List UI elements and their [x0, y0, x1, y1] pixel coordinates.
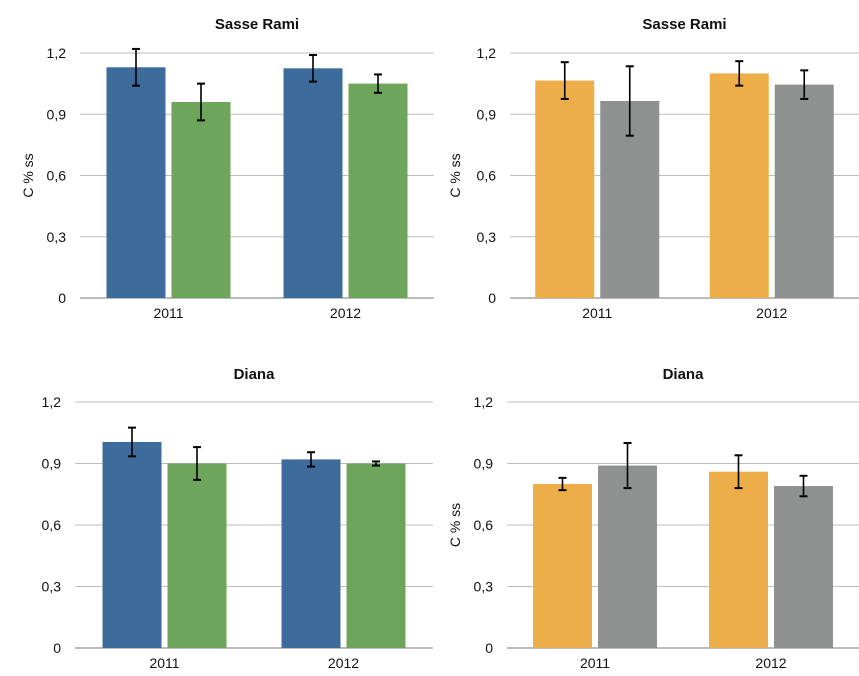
chart-panel-4: 0 0,3 0,6 0,9 1,2 Diana C % ss 2011 2012 — [447, 366, 859, 671]
bar-2012-series-1 — [709, 471, 768, 648]
chart-panel-2: 0 0,3 0,6 0,9 1,2 Sasse Rami C % ss 2011 2012 — [447, 16, 859, 321]
x-tick-label: 2012 — [330, 305, 361, 321]
y-tick-label: 0,3 — [47, 229, 67, 245]
y-tick-label: 0,6 — [42, 517, 62, 533]
bar-2012-series-1 — [281, 459, 341, 648]
bar-2012-series-1 — [709, 73, 769, 299]
y-tick-label: 0,6 — [474, 517, 494, 533]
bar-2011-series-1 — [106, 67, 166, 299]
y-tick-label: 0 — [485, 640, 493, 656]
chart-title: Diana — [234, 366, 276, 383]
bar-2012-series-1 — [283, 68, 343, 298]
bar-2011-series-1 — [535, 80, 595, 298]
chart-panel-3: 0 0,3 0,6 0,9 1,2 Diana 2011 2012 — [42, 366, 433, 671]
y-tick-label: 1,2 — [477, 45, 497, 61]
x-tick-label: 2012 — [756, 305, 787, 321]
bar-2011-series-1 — [533, 484, 592, 648]
x-tick-label: 2011 — [149, 655, 179, 671]
chart-title: Sasse Rami — [642, 16, 726, 33]
x-tick-label: 2011 — [582, 305, 612, 321]
bar-2012-series-2 — [774, 486, 833, 648]
x-tick-label: 2012 — [755, 655, 786, 671]
bar-2011-series-2 — [167, 463, 227, 648]
y-tick-label: 0,9 — [42, 456, 62, 472]
y-tick-label: 0,6 — [47, 168, 67, 184]
y-tick-label: 0,9 — [477, 106, 497, 122]
chart-panel-1: 0 0,3 0,6 0,9 1,2 Sasse Rami C % ss 2011 2012 — [20, 16, 434, 321]
y-axis-label: C % ss — [447, 503, 463, 547]
y-tick-label: 0 — [488, 290, 496, 306]
y-tick-label: 0,9 — [474, 456, 494, 472]
bar-2012-series-2 — [348, 83, 408, 298]
bar-2012-series-2 — [774, 84, 834, 298]
x-tick-label: 2012 — [328, 655, 359, 671]
y-tick-label: 0,3 — [474, 579, 494, 595]
y-tick-label: 1,2 — [42, 394, 62, 410]
bar-2011-series-2 — [171, 102, 231, 298]
y-tick-label: 1,2 — [47, 45, 67, 61]
y-tick-label: 0,3 — [477, 229, 497, 245]
y-tick-label: 1,2 — [474, 394, 494, 410]
bar-2011-series-1 — [102, 441, 162, 648]
y-axis-label: C % ss — [447, 153, 463, 197]
y-axis-label: C % ss — [20, 153, 36, 197]
chart-title: Diana — [663, 366, 705, 383]
chart-title: Sasse Rami — [215, 16, 299, 33]
y-tick-label: 0 — [58, 290, 66, 306]
x-tick-label: 2011 — [153, 305, 183, 321]
bar-2012-series-2 — [346, 463, 406, 648]
x-tick-label: 2011 — [580, 655, 610, 671]
y-tick-label: 0,6 — [477, 168, 497, 184]
y-tick-label: 0,9 — [47, 106, 67, 122]
y-tick-label: 0,3 — [42, 579, 62, 595]
bar-2011-series-2 — [598, 465, 657, 648]
y-tick-label: 0 — [53, 640, 61, 656]
